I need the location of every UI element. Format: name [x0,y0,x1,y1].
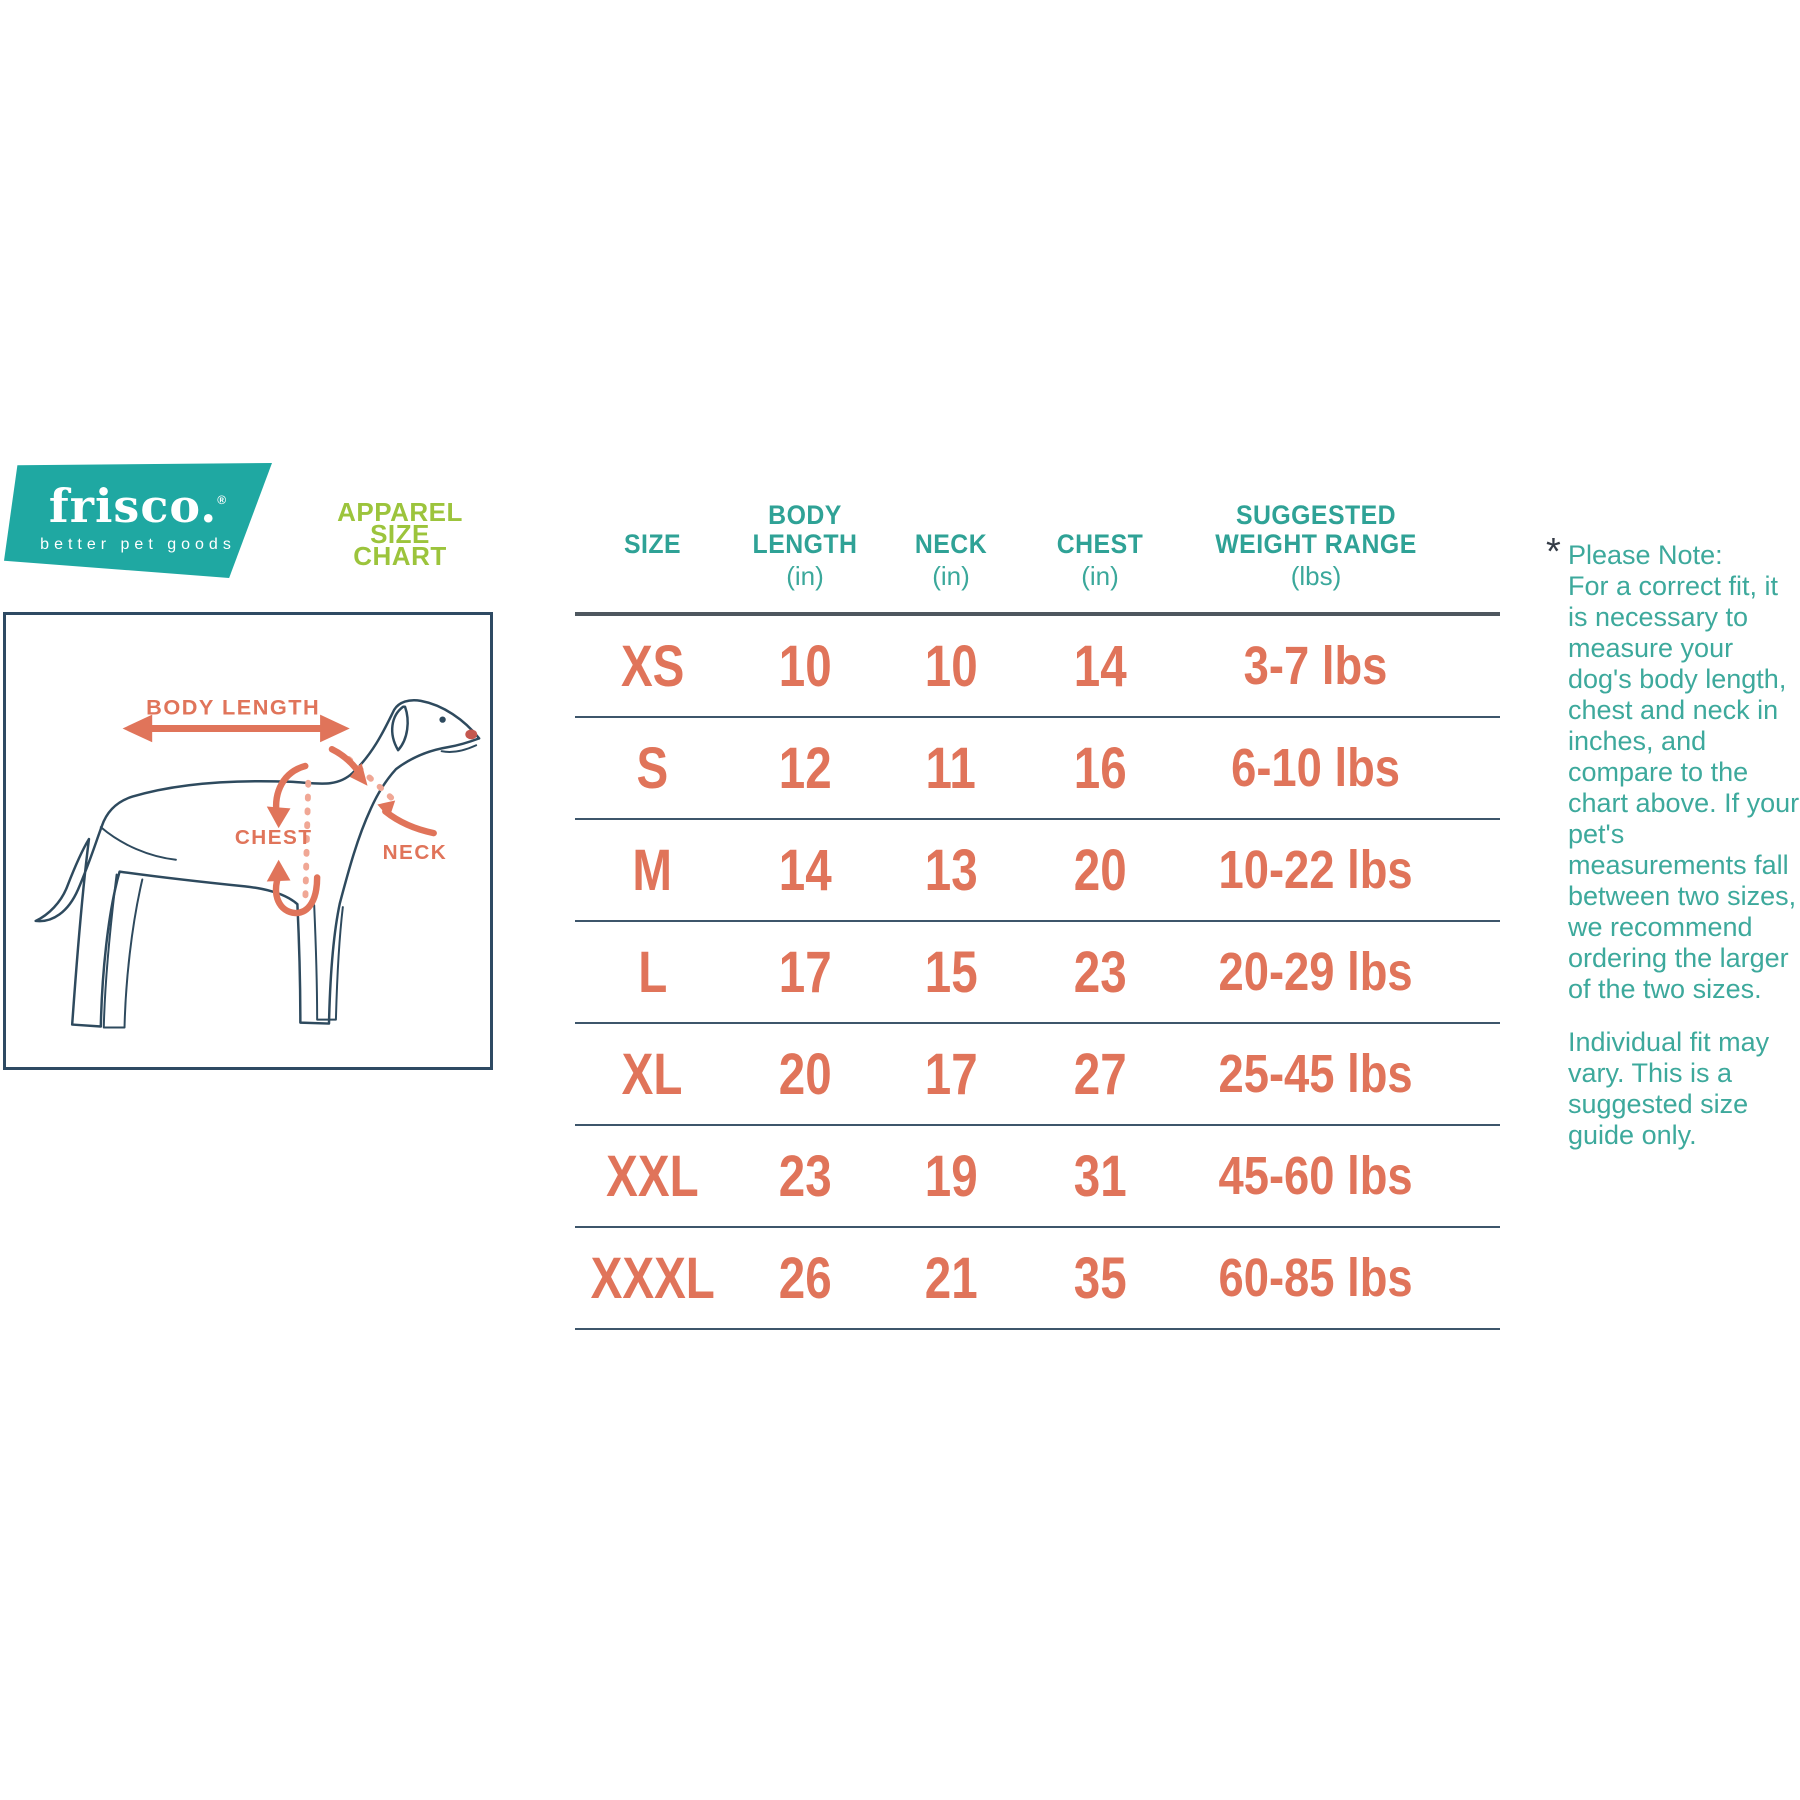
cell-weight: 60-85 lbs [1218,1248,1414,1308]
page-title-line2: SIZE CHART [353,519,447,571]
chest-arrowhead-up [266,859,291,882]
header-chest: CHEST (in) [1022,500,1178,595]
table-row: XXL 23 19 31 45-60 lbs [575,1126,1500,1228]
header-suggested-label: SUGGESTED [1235,500,1397,530]
cell-neck: 17 [924,1041,978,1107]
page-title: APPAREL SIZE CHART [318,497,482,571]
table-row: XXXL 26 21 35 60-85 lbs [575,1228,1500,1330]
dog-measurement-diagram: BODY LENGTH CHEST NECK [34,695,481,1029]
cell-body-length: 26 [778,1245,832,1311]
body-length-label: BODY LENGTH [146,695,320,720]
cell-body-length: 20 [778,1041,832,1107]
page-title-line1: APPAREL [337,497,463,527]
cell-weight: 20-29 lbs [1218,942,1414,1002]
cell-weight: 45-60 lbs [1218,1146,1414,1206]
dog-nose [465,729,478,740]
cell-weight: 25-45 lbs [1218,1044,1414,1104]
header-neck-label: NECK [914,529,988,559]
frisco-logo-banner: frisco.® better pet goods [4,463,272,578]
header-weight-range-label: WEIGHT RANGE [1215,529,1417,559]
table-row: XS 10 10 14 3-7 lbs [575,616,1500,718]
cell-neck: 15 [924,939,978,1005]
cell-weight: 6-10 lbs [1231,738,1401,798]
size-table-header: SIZE BODY LENGTH (in) NECK (in) CHEST (i… [575,500,1500,595]
asterisk: * [1546,531,1561,573]
cell-chest: 14 [1073,633,1127,699]
neck-arrowhead-up [377,800,396,819]
dog-eye [439,716,446,723]
fit-note-secondary: Individual fit may vary. This is a sugge… [1568,1027,1770,1150]
cell-size: XXXL [590,1245,715,1311]
chest-dashed-line [302,779,312,906]
size-table: XS 10 10 14 3-7 lbs S 12 11 16 6-10 lbs … [575,612,1500,1330]
measurement-annotations: BODY LENGTH CHEST NECK [122,695,448,917]
header-size: SIZE [575,500,730,595]
cell-chest: 23 [1073,939,1127,1005]
cell-size: M [632,837,673,903]
cell-size: S [636,735,669,801]
fit-note: * Please Note: For a correct fit, it is … [1546,531,1800,1151]
dog-outline [34,699,481,1029]
header-chest-unit: (in) [1081,561,1119,591]
cell-neck: 13 [924,837,978,903]
header-size-label: SIZE [623,529,682,559]
header-body-label: BODY [768,500,842,530]
header-length-label: LENGTH [752,529,858,559]
dog-ear-icon [391,705,409,752]
table-row: S 12 11 16 6-10 lbs [575,718,1500,820]
brand-logo-text: frisco. [48,479,218,533]
fit-note-text: Please Note: For a correct fit, it is ne… [1568,540,1800,1005]
table-row: M 14 13 20 10-22 lbs [575,820,1500,922]
header-body-length: BODY LENGTH (in) [730,500,880,595]
header-chest-label: CHEST [1056,529,1144,559]
chest-arc-top [272,762,309,818]
neck-arc-bottom [382,808,437,837]
neck-label: NECK [383,841,448,864]
cell-body-length: 14 [778,837,832,903]
cell-size: L [637,939,668,1005]
cell-size: XXL [606,1143,699,1209]
dog-mouth [440,744,478,753]
cell-neck: 21 [924,1245,978,1311]
cell-chest: 16 [1073,735,1127,801]
body-length-arrowhead-right [320,714,350,743]
cell-chest: 31 [1073,1143,1127,1209]
cell-chest: 35 [1073,1245,1127,1311]
cell-weight: 3-7 lbs [1244,636,1388,696]
cell-body-length: 23 [778,1143,832,1209]
dog-measurement-diagram-box: BODY LENGTH CHEST NECK [3,612,493,1070]
registered-mark: ® [217,493,228,507]
cell-neck: 19 [924,1143,978,1209]
chest-label: CHEST [235,826,313,849]
table-row: L 17 15 23 20-29 lbs [575,922,1500,1024]
brand-logo: frisco.® [4,483,272,529]
header-weight-unit: (lbs) [1290,561,1342,591]
cell-chest: 20 [1073,837,1127,903]
cell-body-length: 17 [778,939,832,1005]
chest-arrowhead-down [266,806,291,829]
chest-arc-bottom [272,869,321,917]
cell-size: XL [622,1041,683,1107]
cell-body-length: 12 [778,735,832,801]
cell-chest: 27 [1073,1041,1127,1107]
cell-neck: 11 [925,735,977,801]
header-body-length-unit: (in) [786,561,824,591]
body-length-arrowhead-left [122,714,153,743]
fit-note-heading: Please Note: [1568,540,1723,570]
fit-note-body: For a correct fit, it is necessary to me… [1568,571,1800,1004]
brand-tagline: better pet goods [40,536,236,553]
cell-size: XS [620,633,685,699]
neck-dashed-line [345,756,397,803]
header-neck: NECK (in) [880,500,1022,595]
neck-arrowhead-down [349,763,368,786]
cell-neck: 10 [924,633,978,699]
table-row: XL 20 17 27 25-45 lbs [575,1024,1500,1126]
header-weight: SUGGESTED WEIGHT RANGE (lbs) [1178,500,1454,595]
cell-weight: 10-22 lbs [1218,840,1414,900]
header-neck-unit: (in) [932,561,970,591]
cell-body-length: 10 [778,633,832,699]
